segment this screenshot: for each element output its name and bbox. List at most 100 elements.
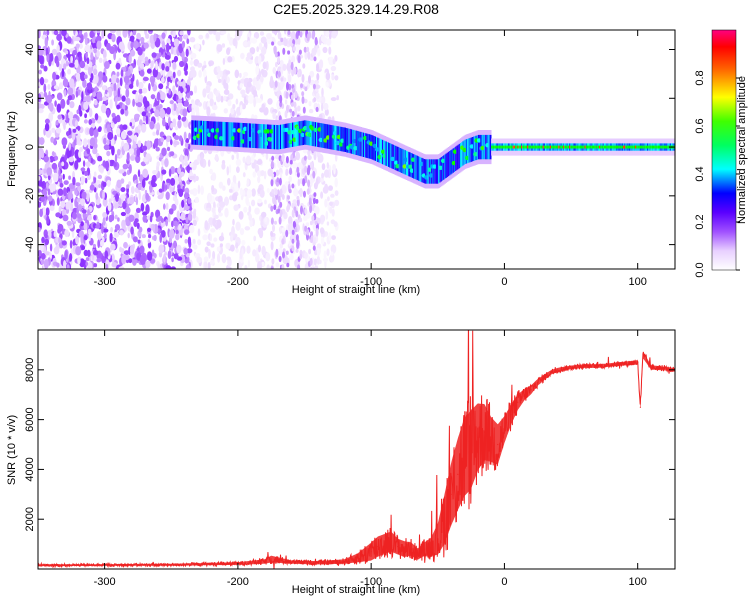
- snr-point: [570, 366, 572, 368]
- spectrogram-cell: [211, 185, 215, 193]
- snr-point: [510, 414, 512, 416]
- spectrogram-cell: [135, 196, 139, 206]
- spectrogram-cell: [111, 33, 116, 43]
- spectrogram-cell: [251, 188, 256, 197]
- spectrogram-cell: [69, 253, 73, 262]
- spectrogram-cell: [93, 263, 98, 268]
- carrier-core: [645, 145, 648, 149]
- spectrogram-cell: [189, 90, 194, 96]
- spectrogram-cell: [93, 171, 97, 178]
- spectrogram-cell: [216, 44, 223, 53]
- spectrogram-cell: [40, 253, 46, 260]
- spectrogram-x-tick-label: 0: [501, 276, 507, 288]
- carrier-cell: [485, 143, 490, 148]
- spectrogram-cell: [49, 243, 53, 252]
- spectrogram-cell: [250, 154, 255, 164]
- spectrogram-cell: [249, 47, 256, 55]
- spectrogram-cell: [122, 124, 128, 130]
- spectrogram-cell: [202, 39, 205, 46]
- spectrogram-cell: [285, 91, 289, 99]
- spectrogram-cell: [242, 172, 246, 178]
- spectrogram-cell: [231, 154, 235, 160]
- carrier-core: [505, 145, 508, 149]
- spectrogram-cell: [145, 115, 149, 125]
- carrier-cell: [391, 144, 394, 169]
- spectrogram-cell: [76, 156, 82, 163]
- snr-point: [610, 364, 612, 366]
- spectrogram-cell: [317, 47, 321, 57]
- carrier-core: [515, 145, 517, 149]
- spectrogram-cell: [125, 97, 131, 106]
- spectrogram-cell: [259, 189, 265, 198]
- carrier-core: [512, 145, 515, 149]
- spectrogram-cell: [76, 213, 82, 219]
- spectrogram-cell: [315, 227, 319, 237]
- carrier-cell: [212, 121, 215, 146]
- carrier-cell: [445, 153, 448, 178]
- spectrogram-cell: [202, 88, 207, 98]
- spectrogram-cell: [182, 34, 189, 40]
- spectrogram-cell: [140, 123, 147, 133]
- spectrogram-cell: [89, 61, 93, 68]
- spectrogram-cell: [175, 233, 180, 241]
- spectrogram-cell: [173, 55, 179, 62]
- spectrogram-cell: [238, 262, 242, 269]
- spectrogram-cell: [299, 249, 303, 256]
- snr-background: [38, 330, 675, 569]
- spectrogram-cell: [205, 32, 210, 39]
- carrier-cell: [293, 122, 295, 147]
- spectrogram-cell: [63, 260, 67, 269]
- spectrogram-cell: [299, 31, 303, 38]
- spectrogram-cell: [69, 202, 74, 212]
- carrier-core: [600, 145, 602, 149]
- carrier-cell: [311, 121, 313, 146]
- spectrogram-cell: [221, 253, 227, 264]
- spectrogram-cell: [267, 98, 273, 105]
- spectrogram-cell: [195, 43, 201, 51]
- spectrogram-cell: [197, 184, 201, 195]
- spectrogram-cell: [272, 224, 275, 232]
- carrier-core: [571, 145, 574, 149]
- spectrogram-cell: [142, 215, 148, 223]
- carrier-cell: [480, 145, 485, 151]
- spectrogram-cell: [161, 182, 165, 192]
- spectrogram-cell: [175, 126, 178, 131]
- carrier-core: [621, 145, 624, 149]
- carrier-core: [539, 145, 541, 149]
- spectrogram-cell: [175, 229, 179, 235]
- spectrogram-cell: [292, 162, 298, 169]
- spectrogram-cell: [282, 47, 286, 55]
- spectrogram-cell: [326, 38, 332, 46]
- spectrogram-cell: [53, 230, 57, 238]
- carrier-core: [654, 145, 656, 149]
- snr-x-tick-label: 0: [501, 576, 507, 588]
- carrier-cell: [381, 149, 386, 154]
- carrier-core: [545, 145, 547, 149]
- spectrogram-cell: [258, 42, 263, 50]
- spectrogram-cell: [204, 260, 208, 269]
- spectrogram-cell: [186, 92, 191, 99]
- snr-y-tick-label: 6000: [24, 407, 36, 431]
- snr-point: [637, 361, 639, 363]
- spectrogram-cell: [130, 186, 135, 194]
- spectrogram-cell: [185, 48, 189, 57]
- spectrogram-cell: [80, 71, 86, 82]
- spectrogram-cell: [286, 81, 289, 91]
- spectrogram-cell: [77, 256, 81, 265]
- spectrogram-cell: [279, 201, 283, 208]
- spectrogram-cell: [81, 245, 86, 250]
- spectrogram-cell: [67, 95, 73, 101]
- spectrogram-cell: [264, 217, 268, 223]
- spectrogram-cell: [289, 167, 293, 175]
- spectrogram-cell: [330, 193, 335, 198]
- spectrogram-cell: [243, 206, 248, 213]
- spectrogram-cell: [152, 170, 158, 175]
- spectrogram-cell: [301, 96, 305, 105]
- spectrogram-cell: [297, 55, 301, 64]
- spectrogram-cell: [63, 89, 67, 97]
- spectrogram-cell: [102, 181, 107, 188]
- spectrogram-cell: [158, 83, 164, 90]
- spectrogram-cell: [82, 79, 87, 88]
- spectrogram-cell: [124, 254, 130, 260]
- spectrogram-cell: [114, 153, 118, 163]
